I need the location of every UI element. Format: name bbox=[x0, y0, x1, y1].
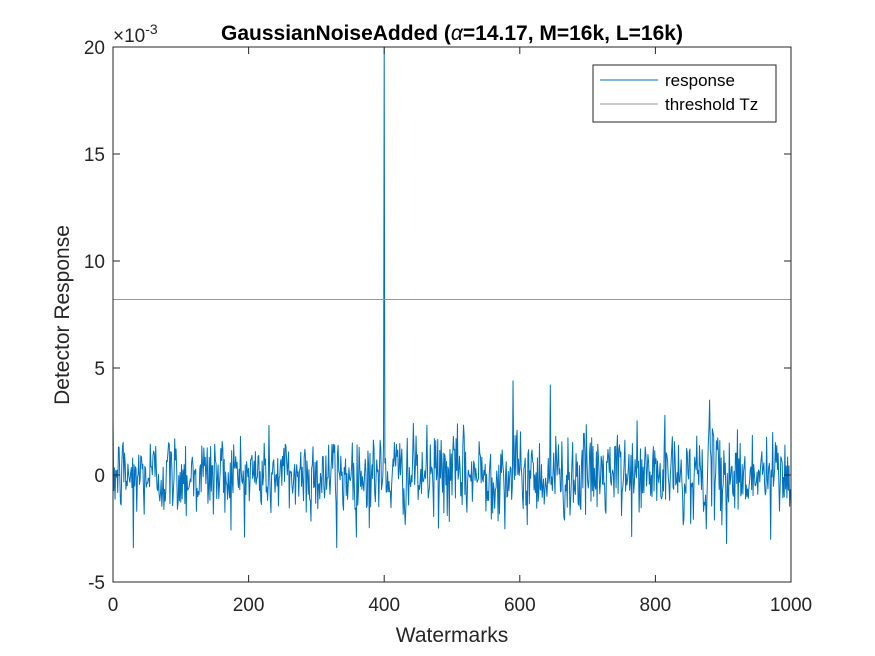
series-layer bbox=[112, 46, 791, 549]
axes-box bbox=[112, 46, 792, 583]
y-tick-label: 5 bbox=[94, 359, 105, 380]
y-axis-ticks: -5 0 5 10 15 20 bbox=[84, 38, 791, 594]
y-tick-label: 10 bbox=[84, 252, 105, 273]
y-tick-label: 20 bbox=[84, 38, 105, 59]
response-line bbox=[112, 46, 791, 549]
y-tick-label: 0 bbox=[94, 466, 105, 487]
chart-title-suffix: =14.17, M=16k, L=16k) bbox=[463, 22, 683, 45]
x-tick-label: 800 bbox=[640, 595, 672, 616]
plot-area bbox=[113, 47, 791, 582]
legend-box bbox=[592, 64, 777, 123]
y-exponent-base: ×10 bbox=[113, 26, 145, 47]
y-exponent-label: ×10-3 bbox=[113, 21, 158, 47]
legend: response threshold Tz bbox=[592, 64, 777, 123]
chart-title-prefix: GaussianNoiseAdded ( bbox=[221, 22, 451, 45]
legend-threshold-label: threshold Tz bbox=[665, 95, 758, 114]
chart-title: GaussianNoiseAdded (α=14.17, M=16k, L=16… bbox=[221, 22, 683, 45]
x-tick-label: 1000 bbox=[770, 595, 812, 616]
y-axis-label: Detector Response bbox=[51, 225, 74, 405]
x-tick-label: 400 bbox=[368, 595, 400, 616]
x-tick-label: 200 bbox=[233, 595, 265, 616]
x-axis-ticks: 0 200 400 600 800 1000 bbox=[108, 47, 812, 616]
legend-response-label: response bbox=[665, 71, 735, 90]
x-axis-label: Watermarks bbox=[396, 624, 508, 647]
y-exponent-power: -3 bbox=[145, 21, 158, 37]
y-tick-label: 15 bbox=[84, 145, 105, 166]
x-tick-label: 0 bbox=[108, 595, 119, 616]
x-tick-label: 600 bbox=[504, 595, 536, 616]
chart-title-symbol: α bbox=[451, 22, 464, 45]
y-tick-label: -5 bbox=[88, 573, 105, 594]
